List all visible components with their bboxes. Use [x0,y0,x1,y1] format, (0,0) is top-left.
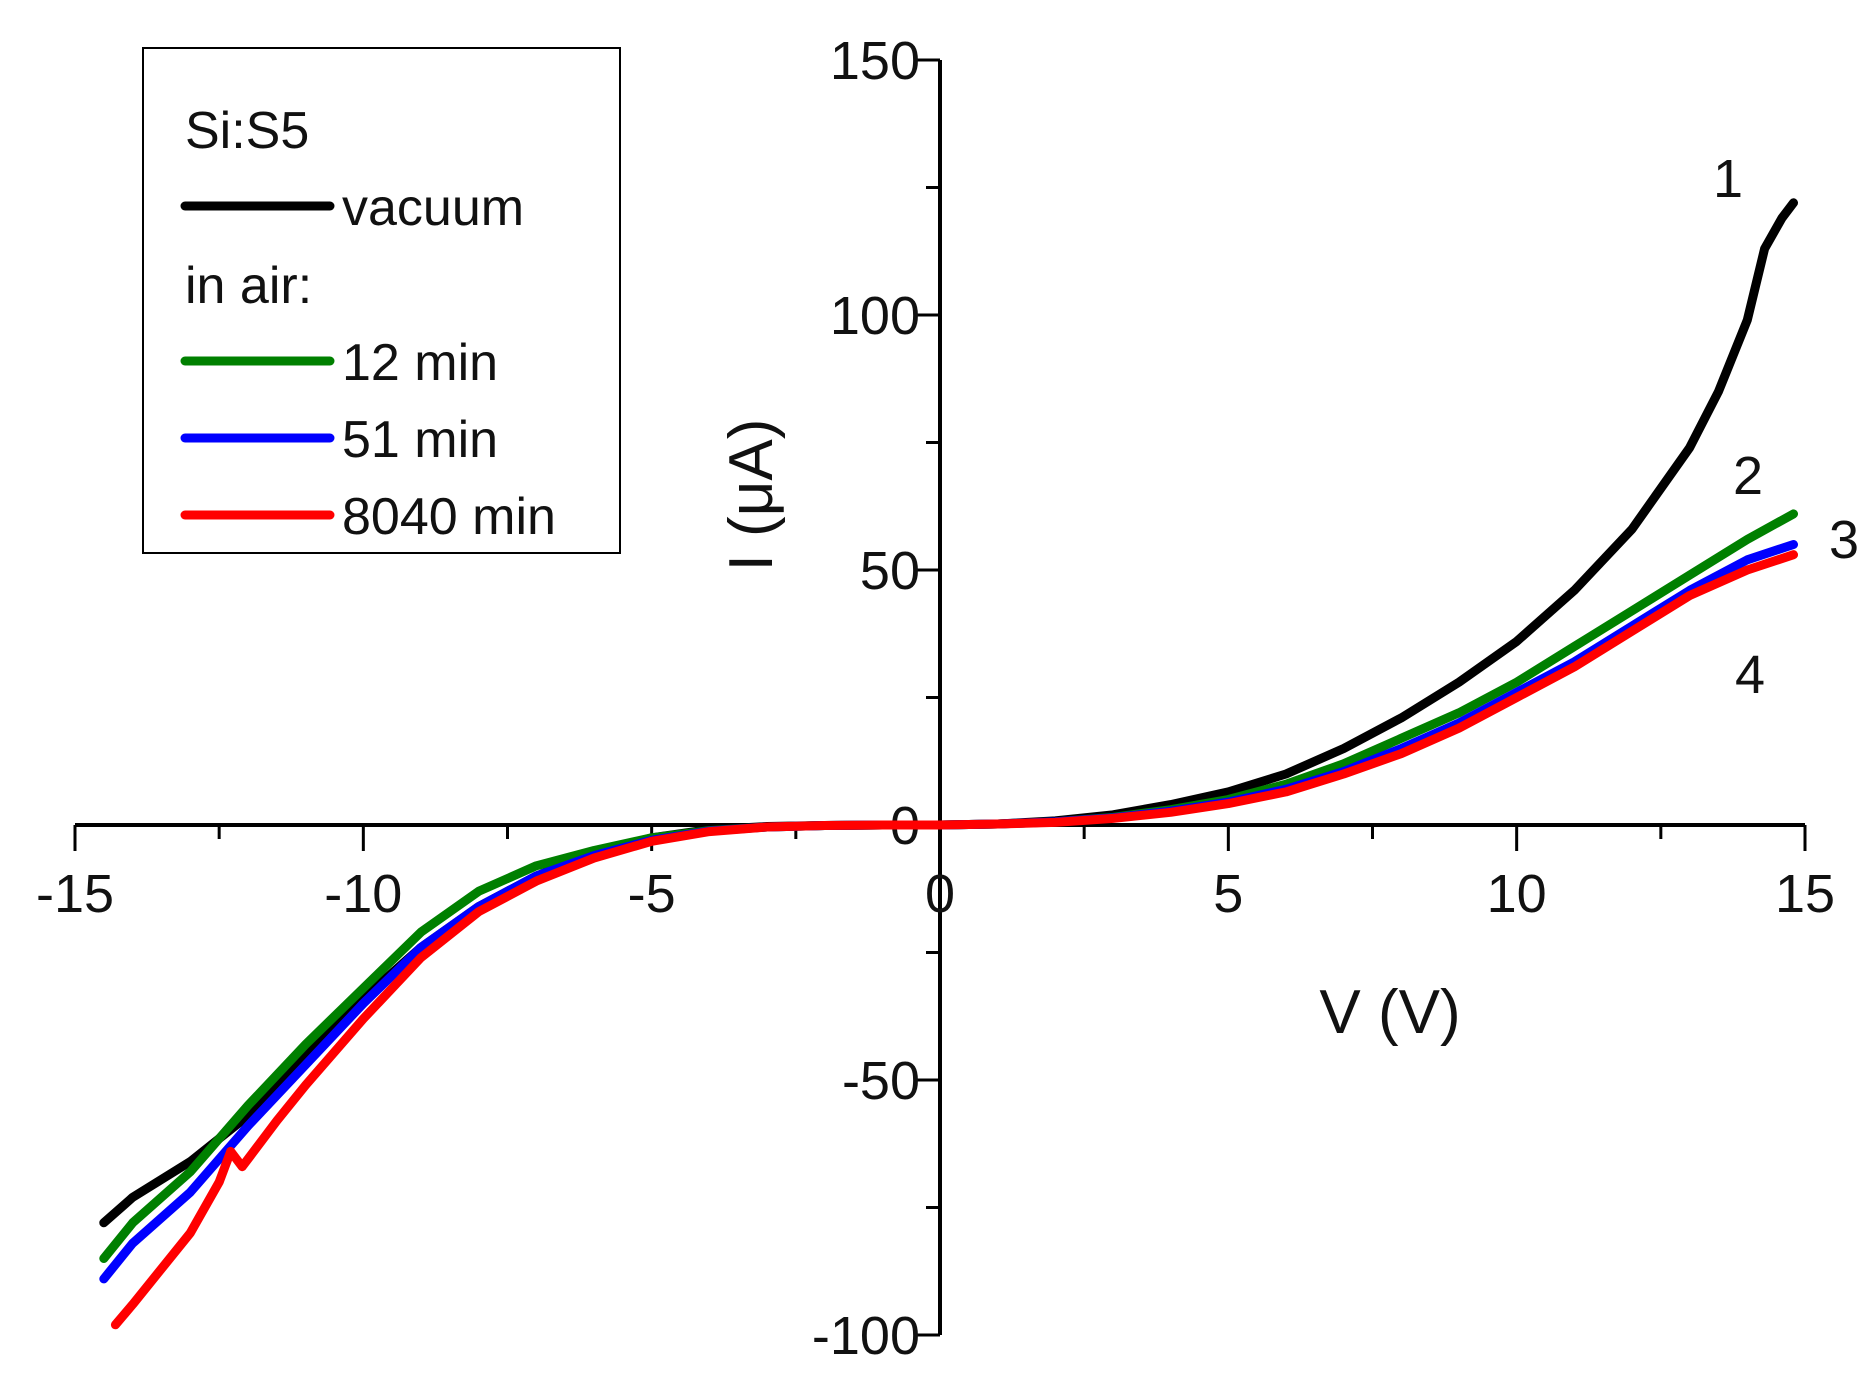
curve-label-1: 1 [1713,149,1743,209]
y-tick-label: -50 [842,1051,920,1111]
legend-entry-8040-min: 8040 min [342,488,556,546]
legend-title: Si:S5 [185,102,309,160]
x-tick-label: 10 [1487,864,1547,924]
y-tick-label: 100 [830,286,920,346]
x-tick-label: 5 [1213,864,1243,924]
x-tick-label: 15 [1775,864,1835,924]
y-tick-label: -100 [812,1306,920,1366]
legend-entry-12-min: 12 min [342,334,498,392]
legend-group-label: in air: [185,257,312,315]
y-tick-label: 50 [860,541,920,601]
series-line-8040-min [110,550,1798,1330]
x-axis-label: V (V) [1319,978,1460,1047]
curve-label-4: 4 [1735,645,1765,705]
x-tick-label: -10 [324,864,402,924]
curve-label-2: 2 [1733,446,1763,506]
y-tick-label: 150 [830,31,920,91]
x-tick-label: -5 [628,864,676,924]
legend: Si:S5 vacuum in air: 12 min 51 min 8040 … [142,47,621,554]
curve-label-3: 3 [1829,510,1859,570]
legend-entry-vacuum: vacuum [342,179,524,237]
legend-entry-51-min: 51 min [342,411,498,469]
x-tick-label: 0 [925,864,955,924]
y-axis-label: I (μA) [717,419,786,572]
legend-box [142,47,621,554]
x-tick-label: -15 [36,864,114,924]
data-series [99,198,1798,1330]
